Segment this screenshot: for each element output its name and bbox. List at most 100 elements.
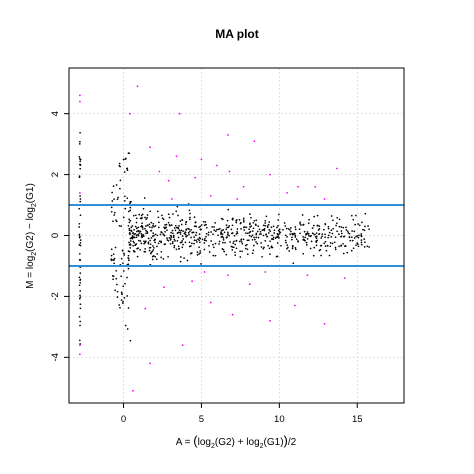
data-point — [143, 197, 146, 199]
outlier-point — [253, 140, 256, 143]
data-point — [200, 263, 202, 265]
data-point — [217, 234, 219, 237]
data-point — [198, 239, 200, 242]
data-point — [142, 233, 145, 236]
data-point — [79, 272, 82, 274]
data-point — [163, 226, 165, 229]
data-point — [318, 225, 321, 227]
data-point — [357, 236, 360, 239]
data-point — [119, 187, 121, 190]
data-point — [324, 245, 327, 247]
data-point — [286, 247, 288, 250]
data-point — [111, 200, 114, 202]
data-point — [256, 242, 259, 245]
data-point — [188, 228, 190, 231]
data-point — [176, 240, 179, 242]
data-point — [179, 260, 182, 263]
data-point — [358, 224, 361, 227]
data-point — [138, 239, 140, 242]
data-point — [147, 242, 150, 245]
outlier-point — [323, 198, 326, 200]
data-point — [195, 234, 197, 236]
data-point — [304, 236, 307, 239]
data-point — [308, 234, 310, 237]
data-point — [119, 306, 121, 309]
outlier-point — [336, 167, 338, 170]
data-point — [110, 206, 113, 209]
data-point — [364, 241, 366, 244]
data-point — [110, 248, 113, 251]
data-point — [291, 236, 293, 239]
outlier-point — [149, 146, 151, 149]
data-point — [225, 224, 228, 226]
data-point — [164, 227, 167, 229]
y-tick-label: 4 — [50, 111, 61, 116]
data-point — [351, 230, 353, 232]
outlier-point — [203, 271, 206, 273]
data-point — [126, 328, 129, 330]
data-point — [110, 210, 113, 213]
data-point — [133, 241, 136, 244]
data-point — [294, 228, 297, 231]
data-point — [197, 238, 199, 240]
data-point — [242, 238, 245, 241]
data-point — [129, 201, 132, 203]
data-point — [363, 238, 366, 240]
data-point — [231, 224, 234, 227]
data-point — [79, 239, 82, 241]
data-point — [233, 240, 235, 243]
data-point — [240, 239, 242, 241]
data-point — [210, 240, 213, 242]
data-point — [252, 244, 255, 247]
data-point — [258, 228, 261, 231]
data-point — [113, 211, 116, 214]
data-point — [78, 156, 81, 158]
data-point — [330, 236, 333, 238]
data-point — [295, 238, 298, 241]
data-point — [120, 292, 123, 295]
data-point — [193, 242, 195, 245]
data-point — [366, 245, 369, 248]
data-point — [272, 236, 275, 239]
outlier-point — [79, 94, 81, 97]
data-point — [123, 297, 126, 299]
data-point — [139, 249, 142, 251]
data-point — [183, 232, 186, 235]
data-point — [146, 232, 149, 234]
data-point — [314, 233, 316, 236]
outlier-point — [170, 198, 173, 200]
data-point — [110, 254, 113, 257]
data-point — [156, 245, 158, 248]
data-point — [133, 236, 136, 239]
data-point — [128, 241, 130, 244]
data-point — [127, 250, 130, 252]
data-point — [78, 276, 81, 279]
data-point — [262, 247, 265, 250]
data-point — [118, 224, 121, 227]
data-point — [187, 231, 190, 234]
outlier-point — [269, 319, 271, 322]
data-point — [263, 229, 266, 232]
data-point — [164, 230, 166, 233]
data-point — [149, 246, 152, 249]
data-point — [311, 227, 314, 229]
data-point — [240, 221, 242, 224]
outlier-point — [175, 155, 178, 158]
data-point — [141, 234, 143, 236]
data-point — [266, 235, 269, 238]
data-point — [214, 242, 217, 245]
data-point — [141, 228, 144, 230]
data-point — [199, 241, 201, 244]
data-point — [297, 240, 300, 243]
data-point — [188, 209, 191, 212]
data-point — [160, 250, 163, 253]
data-point — [244, 244, 247, 247]
data-point — [220, 229, 223, 232]
data-point — [219, 227, 221, 230]
data-point — [178, 231, 180, 234]
outlier-point — [144, 307, 147, 310]
data-point — [329, 245, 332, 248]
outlier-point — [242, 185, 245, 188]
data-point — [338, 245, 340, 248]
data-point — [270, 245, 273, 248]
